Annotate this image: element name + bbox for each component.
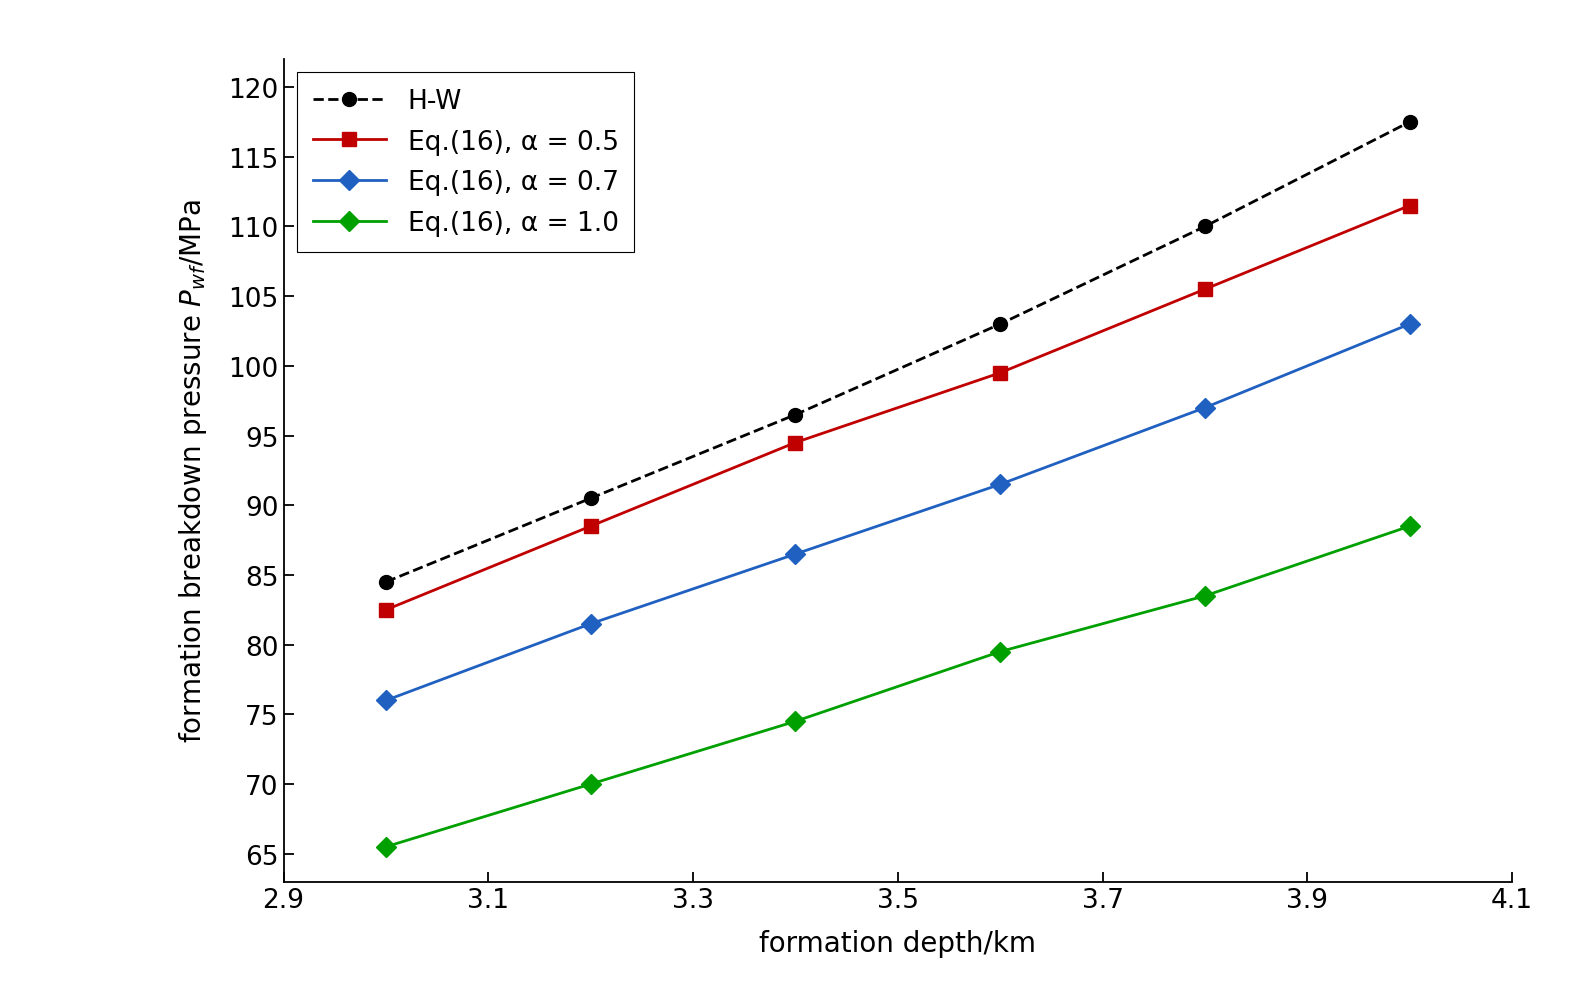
Eq.(16), α = 0.7 (581, 618, 600, 630)
Line: H-W: H-W (380, 116, 1416, 589)
Eq.(16), α = 0.7 (1195, 402, 1214, 414)
Eq.(16), α = 0.7 (1400, 319, 1419, 331)
Line: Eq.(16), α = 1.0: Eq.(16), α = 1.0 (380, 520, 1416, 854)
Eq.(16), α = 0.5 (1400, 200, 1419, 212)
Eq.(16), α = 0.7 (376, 694, 395, 706)
Eq.(16), α = 1.0 (786, 715, 805, 727)
Eq.(16), α = 0.7 (991, 479, 1010, 491)
Eq.(16), α = 0.5 (786, 437, 805, 449)
Eq.(16), α = 0.7 (786, 548, 805, 560)
Y-axis label: formation breakdown pressure $P_{wf}$/MPa: formation breakdown pressure $P_{wf}$/MP… (176, 199, 209, 742)
Eq.(16), α = 1.0 (1195, 590, 1214, 602)
Eq.(16), α = 1.0 (376, 841, 395, 853)
H-W (1400, 117, 1419, 129)
H-W (1195, 221, 1214, 233)
H-W (376, 576, 395, 588)
X-axis label: formation depth/km: formation depth/km (759, 929, 1036, 957)
H-W (581, 493, 600, 505)
H-W (991, 319, 1010, 331)
Eq.(16), α = 0.5 (1195, 284, 1214, 296)
Eq.(16), α = 0.5 (376, 604, 395, 616)
H-W (786, 409, 805, 421)
Eq.(16), α = 1.0 (991, 646, 1010, 658)
Eq.(16), α = 1.0 (581, 779, 600, 791)
Eq.(16), α = 0.5 (991, 368, 1010, 380)
Line: Eq.(16), α = 0.7: Eq.(16), α = 0.7 (380, 318, 1416, 707)
Eq.(16), α = 1.0 (1400, 521, 1419, 533)
Eq.(16), α = 0.5 (581, 521, 600, 533)
Legend: H-W, Eq.(16), α = 0.5, Eq.(16), α = 0.7, Eq.(16), α = 1.0: H-W, Eq.(16), α = 0.5, Eq.(16), α = 0.7,… (296, 73, 635, 253)
Line: Eq.(16), α = 0.5: Eq.(16), α = 0.5 (380, 199, 1416, 617)
